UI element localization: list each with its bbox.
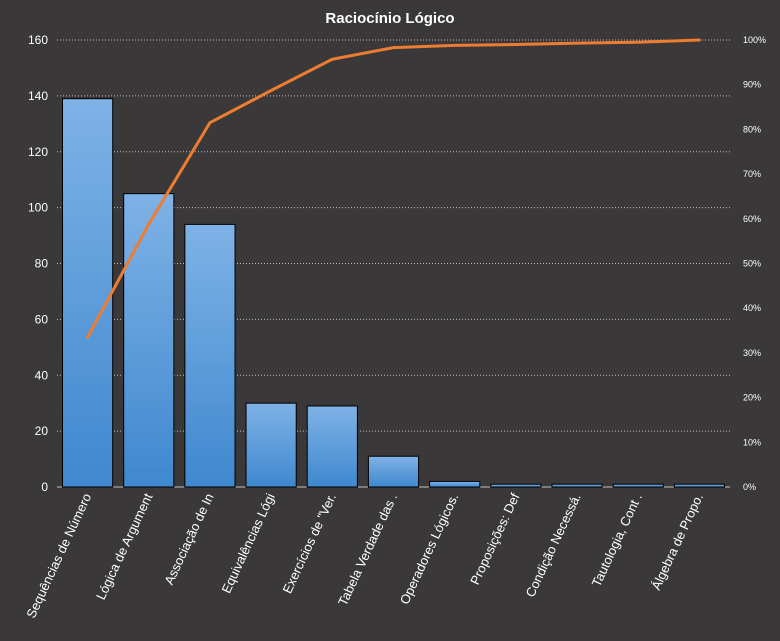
y2-tick-label: 60%	[743, 214, 761, 224]
y2-tick-label: 50%	[743, 259, 761, 269]
bar-series	[62, 98, 725, 488]
x-tick-label: Proposições: Def	[467, 491, 523, 587]
y2-tick-label: 100%	[743, 35, 766, 45]
x-tick-label: Lógica de Argument	[93, 491, 156, 602]
x-tick-label: Condição Necessá.	[523, 491, 584, 600]
cumulative-percent-line	[86, 38, 701, 339]
x-tick-label: Associação de In	[161, 491, 216, 587]
y-tick-label: 20	[35, 424, 49, 438]
x-tick-label: Álgebra de Propo.	[648, 491, 706, 592]
y-axis-left: 0 20 40 60 80 100 120 140 160	[28, 33, 48, 494]
bar	[551, 483, 603, 488]
y2-tick-label: 80%	[743, 124, 761, 134]
bar	[62, 98, 114, 488]
bar	[184, 223, 236, 488]
x-tick-label: Equivalências Lógi	[218, 491, 277, 596]
y-tick-label: 40	[35, 368, 49, 382]
x-tick-label: Tabela Verdade das .	[335, 491, 400, 608]
bar	[490, 483, 542, 488]
x-tick-label: Exercícios de "Ver.	[280, 491, 340, 596]
x-tick-label: Operadores Lógicos.	[397, 491, 462, 607]
y-tick-label: 160	[28, 33, 48, 47]
y2-tick-label: 30%	[743, 348, 761, 358]
y2-tick-label: 90%	[743, 80, 761, 90]
y-tick-label: 120	[28, 145, 48, 159]
y-tick-label: 140	[28, 89, 48, 103]
x-tick-label: Tautologia, Cont .	[589, 491, 645, 589]
y-tick-label: 60	[35, 312, 49, 326]
y2-tick-label: 40%	[743, 303, 761, 313]
y-axis-right: 0% 10% 20% 30% 40% 50% 60% 70% 80% 90% 100%	[743, 35, 766, 492]
y-tick-label: 0	[41, 480, 48, 494]
chart-title: Raciocínio Lógico	[325, 10, 454, 27]
bar	[123, 193, 175, 488]
bar	[673, 483, 725, 488]
bar	[429, 480, 481, 488]
y-tick-label: 80	[35, 257, 49, 271]
y2-tick-label: 0%	[743, 482, 756, 492]
y2-tick-label: 70%	[743, 169, 761, 179]
y2-tick-label: 20%	[743, 393, 761, 403]
bar	[367, 455, 420, 488]
bar	[306, 405, 358, 488]
cumulative-line-series	[86, 38, 701, 339]
y-tick-label: 100	[28, 201, 48, 215]
bar	[612, 483, 664, 488]
x-tick-label: Sequências de Número	[23, 491, 94, 620]
bar	[245, 402, 297, 488]
y2-tick-label: 10%	[743, 437, 761, 447]
